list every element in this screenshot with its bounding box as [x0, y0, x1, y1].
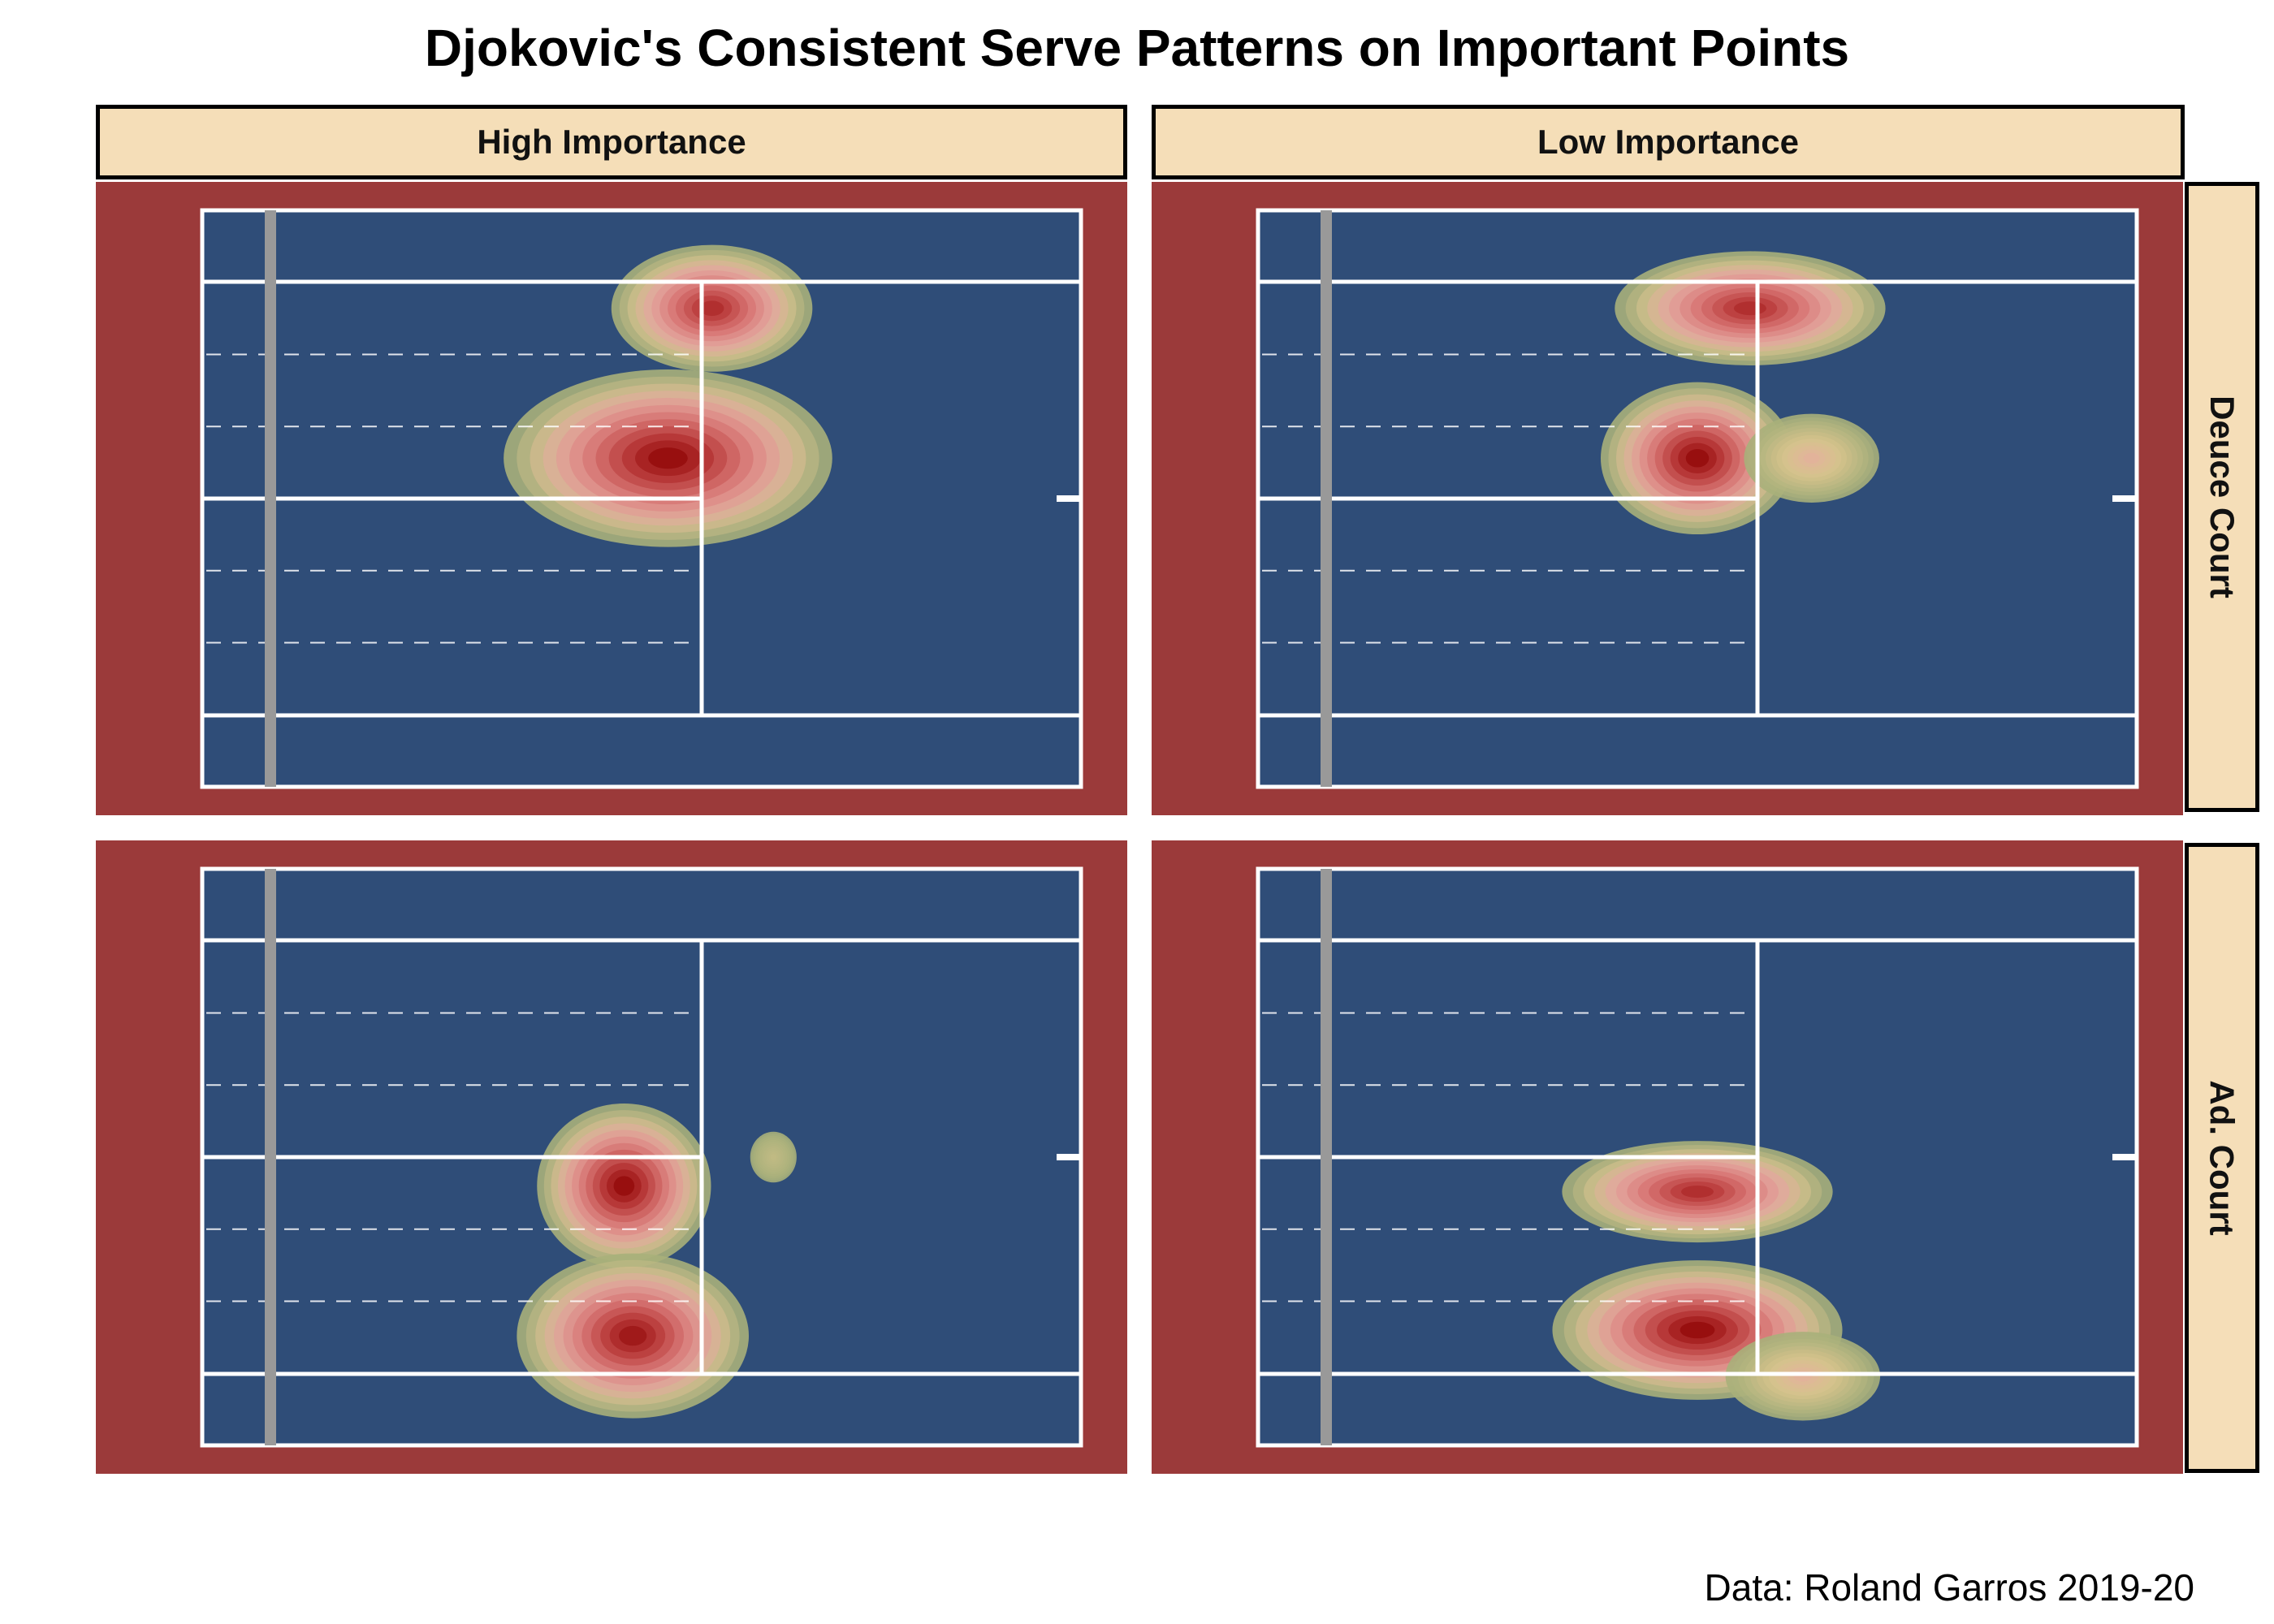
court-lines [200, 866, 1083, 1448]
panel-low-deuce [1152, 182, 2183, 815]
density-layer [517, 1103, 797, 1419]
facet-strip-deuce-court: Deuce Court [2185, 182, 2259, 812]
density-contour-0-11 [1733, 301, 1766, 316]
court-lines [1256, 866, 2139, 1448]
facet-strip-high-importance: High Importance [96, 105, 1127, 179]
density-layer [1552, 1141, 1881, 1421]
facet-label-low-importance: Low Importance [1537, 123, 1800, 161]
density-contour-0-11 [613, 1176, 635, 1196]
panel-high-deuce [96, 182, 1127, 815]
facet-strip-low-importance: Low Importance [1152, 105, 2185, 179]
density-contour-1-11 [619, 1325, 647, 1346]
density-contour-0-11 [1681, 1186, 1714, 1199]
court-plot [1152, 840, 2183, 1474]
density-contour-2-11 [770, 1154, 776, 1160]
density-contour-1-11 [1685, 449, 1710, 468]
court-lines [200, 208, 1083, 789]
facet-strip-ad-court: Ad. Court [2185, 843, 2259, 1473]
court-plot [1152, 182, 2183, 815]
court-plot [96, 840, 1127, 1474]
density-contour-2-11 [1803, 452, 1820, 464]
chart-title: Djokovic's Consistent Serve Patterns on … [424, 19, 1850, 77]
facet-label-high-importance: High Importance [477, 123, 746, 161]
panel-high-ad [96, 840, 1127, 1474]
court-plot [96, 182, 1127, 815]
density-contour-1-11 [648, 447, 688, 469]
data-source-caption: Data: Roland Garros 2019-20 [1704, 1566, 2194, 1609]
density-contour-1-11 [1680, 1321, 1715, 1339]
panel-low-ad [1152, 840, 2183, 1474]
density-contour-0-11 [699, 300, 724, 317]
facet-label-deuce-court: Deuce Court [2203, 395, 2242, 598]
facet-label-ad-court: Ad. Court [2203, 1080, 2242, 1236]
court-lines [1256, 208, 2139, 789]
